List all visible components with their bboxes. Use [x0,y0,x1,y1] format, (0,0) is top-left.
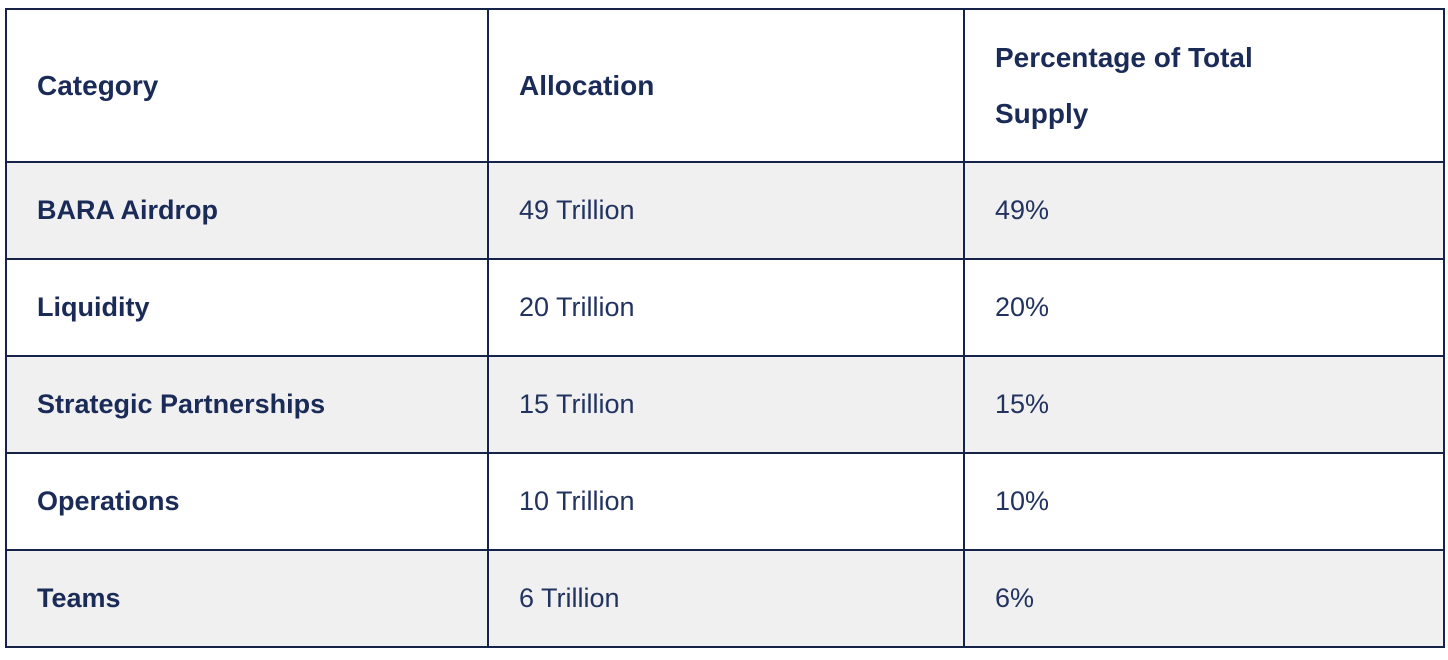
category-cell: Liquidity [5,258,489,357]
allocation-cell: 20 Trillion [487,258,965,357]
allocation-cell: 6 Trillion [487,549,965,648]
category-cell: Teams [5,549,489,648]
column-header-allocation: Allocation [487,8,965,163]
allocation-cell: 49 Trillion [487,161,965,260]
table-row-teams: Teams 6 Trillion 6% [5,549,1445,648]
allocation-cell: 10 Trillion [487,452,965,551]
allocation-table-container: Category Allocation Percentage of Total … [5,8,1445,648]
column-header-allocation-label: Allocation [519,69,655,101]
percentage-cell: 20% [963,258,1445,357]
header-row: Category Allocation Percentage of Total … [5,8,1445,163]
percentage-cell: 10% [963,452,1445,551]
token-allocation-table: Category Allocation Percentage of Total … [5,8,1445,648]
table-row-strategic-partnerships: Strategic Partnerships 15 Trillion 15% [5,355,1445,454]
table-row-bara-airdrop: BARA Airdrop 49 Trillion 49% [5,161,1445,260]
percentage-cell: 15% [963,355,1445,454]
column-header-percentage-label: Percentage of Total Supply [995,41,1253,129]
allocation-cell: 15 Trillion [487,355,965,454]
column-header-category-label: Category [37,69,159,101]
table-header: Category Allocation Percentage of Total … [5,8,1445,163]
table-row-operations: Operations 10 Trillion 10% [5,452,1445,551]
table-body: BARA Airdrop 49 Trillion 49% Liquidity 2… [5,161,1445,648]
percentage-cell: 49% [963,161,1445,260]
percentage-cell: 6% [963,549,1445,648]
column-header-category: Category [5,8,489,163]
category-cell: Strategic Partnerships [5,355,489,454]
category-cell: BARA Airdrop [5,161,489,260]
column-header-percentage: Percentage of Total Supply [963,8,1445,163]
category-cell: Operations [5,452,489,551]
table-row-liquidity: Liquidity 20 Trillion 20% [5,258,1445,357]
